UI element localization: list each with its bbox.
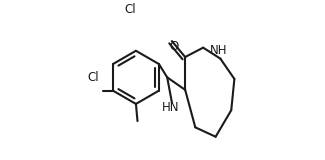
- Text: Cl: Cl: [125, 3, 136, 16]
- Text: NH: NH: [209, 44, 227, 57]
- Text: HN: HN: [162, 101, 180, 114]
- Text: Cl: Cl: [88, 71, 99, 84]
- Text: O: O: [170, 40, 179, 53]
